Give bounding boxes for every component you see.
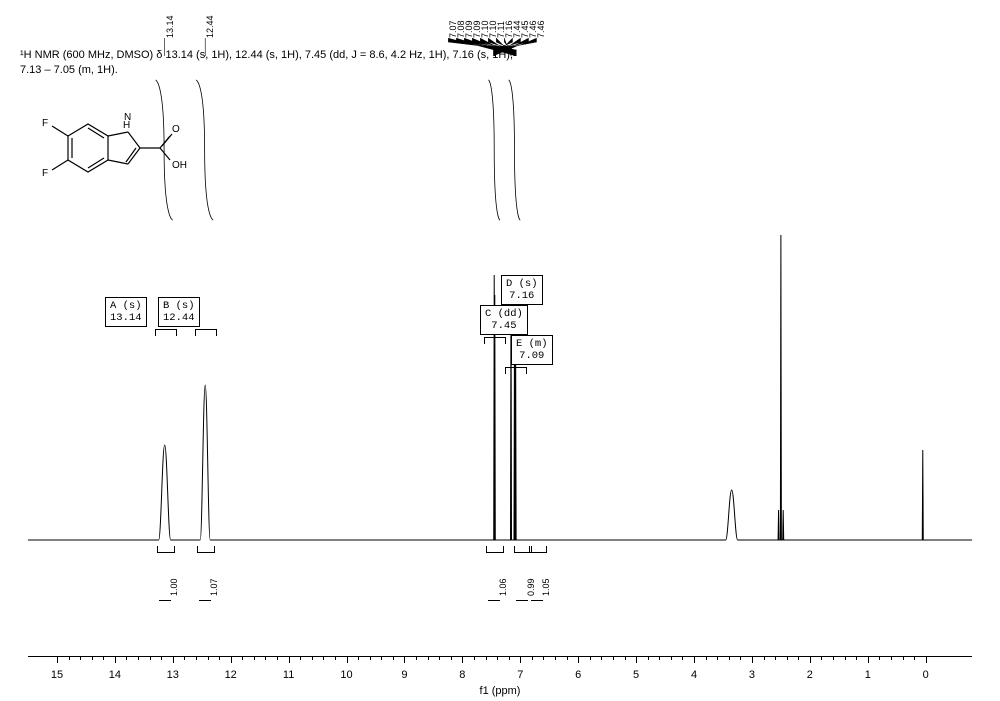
axis-tick-label: 10 [340, 669, 352, 681]
integral-label: 1.07 [209, 578, 219, 596]
axis-tick [810, 657, 811, 663]
axis-tick [636, 657, 637, 663]
x-axis [28, 656, 972, 657]
integral-label: 1.00 [169, 578, 179, 596]
axis-tick-label: 0 [923, 669, 929, 681]
integral-label: 0.99 [526, 578, 536, 596]
peak-label: 13.14 [165, 15, 175, 38]
annotation-box: C (dd)7.45 [480, 305, 528, 335]
svg-text:O: O [172, 124, 180, 135]
annotation-box: D (s)7.16 [501, 275, 543, 305]
axis-tick [578, 657, 579, 663]
axis-tick-label: 14 [109, 669, 121, 681]
axis-tick [694, 657, 695, 663]
axis-tick-label: 2 [807, 669, 813, 681]
axis-tick [347, 657, 348, 663]
axis-tick-label: 12 [225, 669, 237, 681]
axis-tick [462, 657, 463, 663]
svg-text:N: N [124, 112, 131, 123]
axis-tick-label: 4 [691, 669, 697, 681]
axis-tick-label: 9 [401, 669, 407, 681]
axis-tick [173, 657, 174, 663]
annotation-box: B (s)12.44 [158, 297, 200, 327]
axis-tick-label: 7 [517, 669, 523, 681]
caption-line1: ¹H NMR (600 MHz, DMSO) δ 13.14 (s, 1H), … [20, 49, 513, 61]
axis-tick-label: 6 [575, 669, 581, 681]
axis-tick [868, 657, 869, 663]
axis-tick-label: 11 [283, 669, 294, 681]
axis-tick-label: 13 [167, 669, 179, 681]
molecule-structure: F F H N O OH [28, 96, 198, 216]
integral-label: 1.05 [541, 578, 551, 596]
x-axis-label: f1 (ppm) [480, 685, 521, 697]
axis-tick [752, 657, 753, 663]
axis-tick-label: 1 [865, 669, 871, 681]
annotation-box: A (s)13.14 [105, 297, 147, 327]
axis-tick-label: 8 [459, 669, 465, 681]
axis-tick [231, 657, 232, 663]
axis-tick [520, 657, 521, 663]
axis-tick-label: 5 [633, 669, 639, 681]
axis-tick-label: 3 [749, 669, 755, 681]
axis-tick [57, 657, 58, 663]
axis-tick [289, 657, 290, 663]
svg-text:F: F [42, 168, 48, 179]
axis-tick [115, 657, 116, 663]
integral-label: 1.06 [498, 578, 508, 596]
axis-tick [404, 657, 405, 663]
annotation-box: E (m)7.09 [511, 335, 553, 365]
svg-text:OH: OH [172, 160, 187, 171]
axis-tick [926, 657, 927, 663]
axis-tick-label: 15 [51, 669, 63, 681]
caption-line2: 7.13 – 7.05 (m, 1H). [20, 64, 118, 76]
nmr-caption: ¹H NMR (600 MHz, DMSO) δ 13.14 (s, 1H), … [20, 48, 513, 78]
nmr-spectrum: { "caption": { "line1": "¹H NMR (600 MHz… [0, 0, 1000, 701]
peak-label: 12.44 [205, 15, 215, 38]
svg-text:F: F [42, 118, 48, 129]
peak-label: 7.07 [448, 20, 458, 38]
